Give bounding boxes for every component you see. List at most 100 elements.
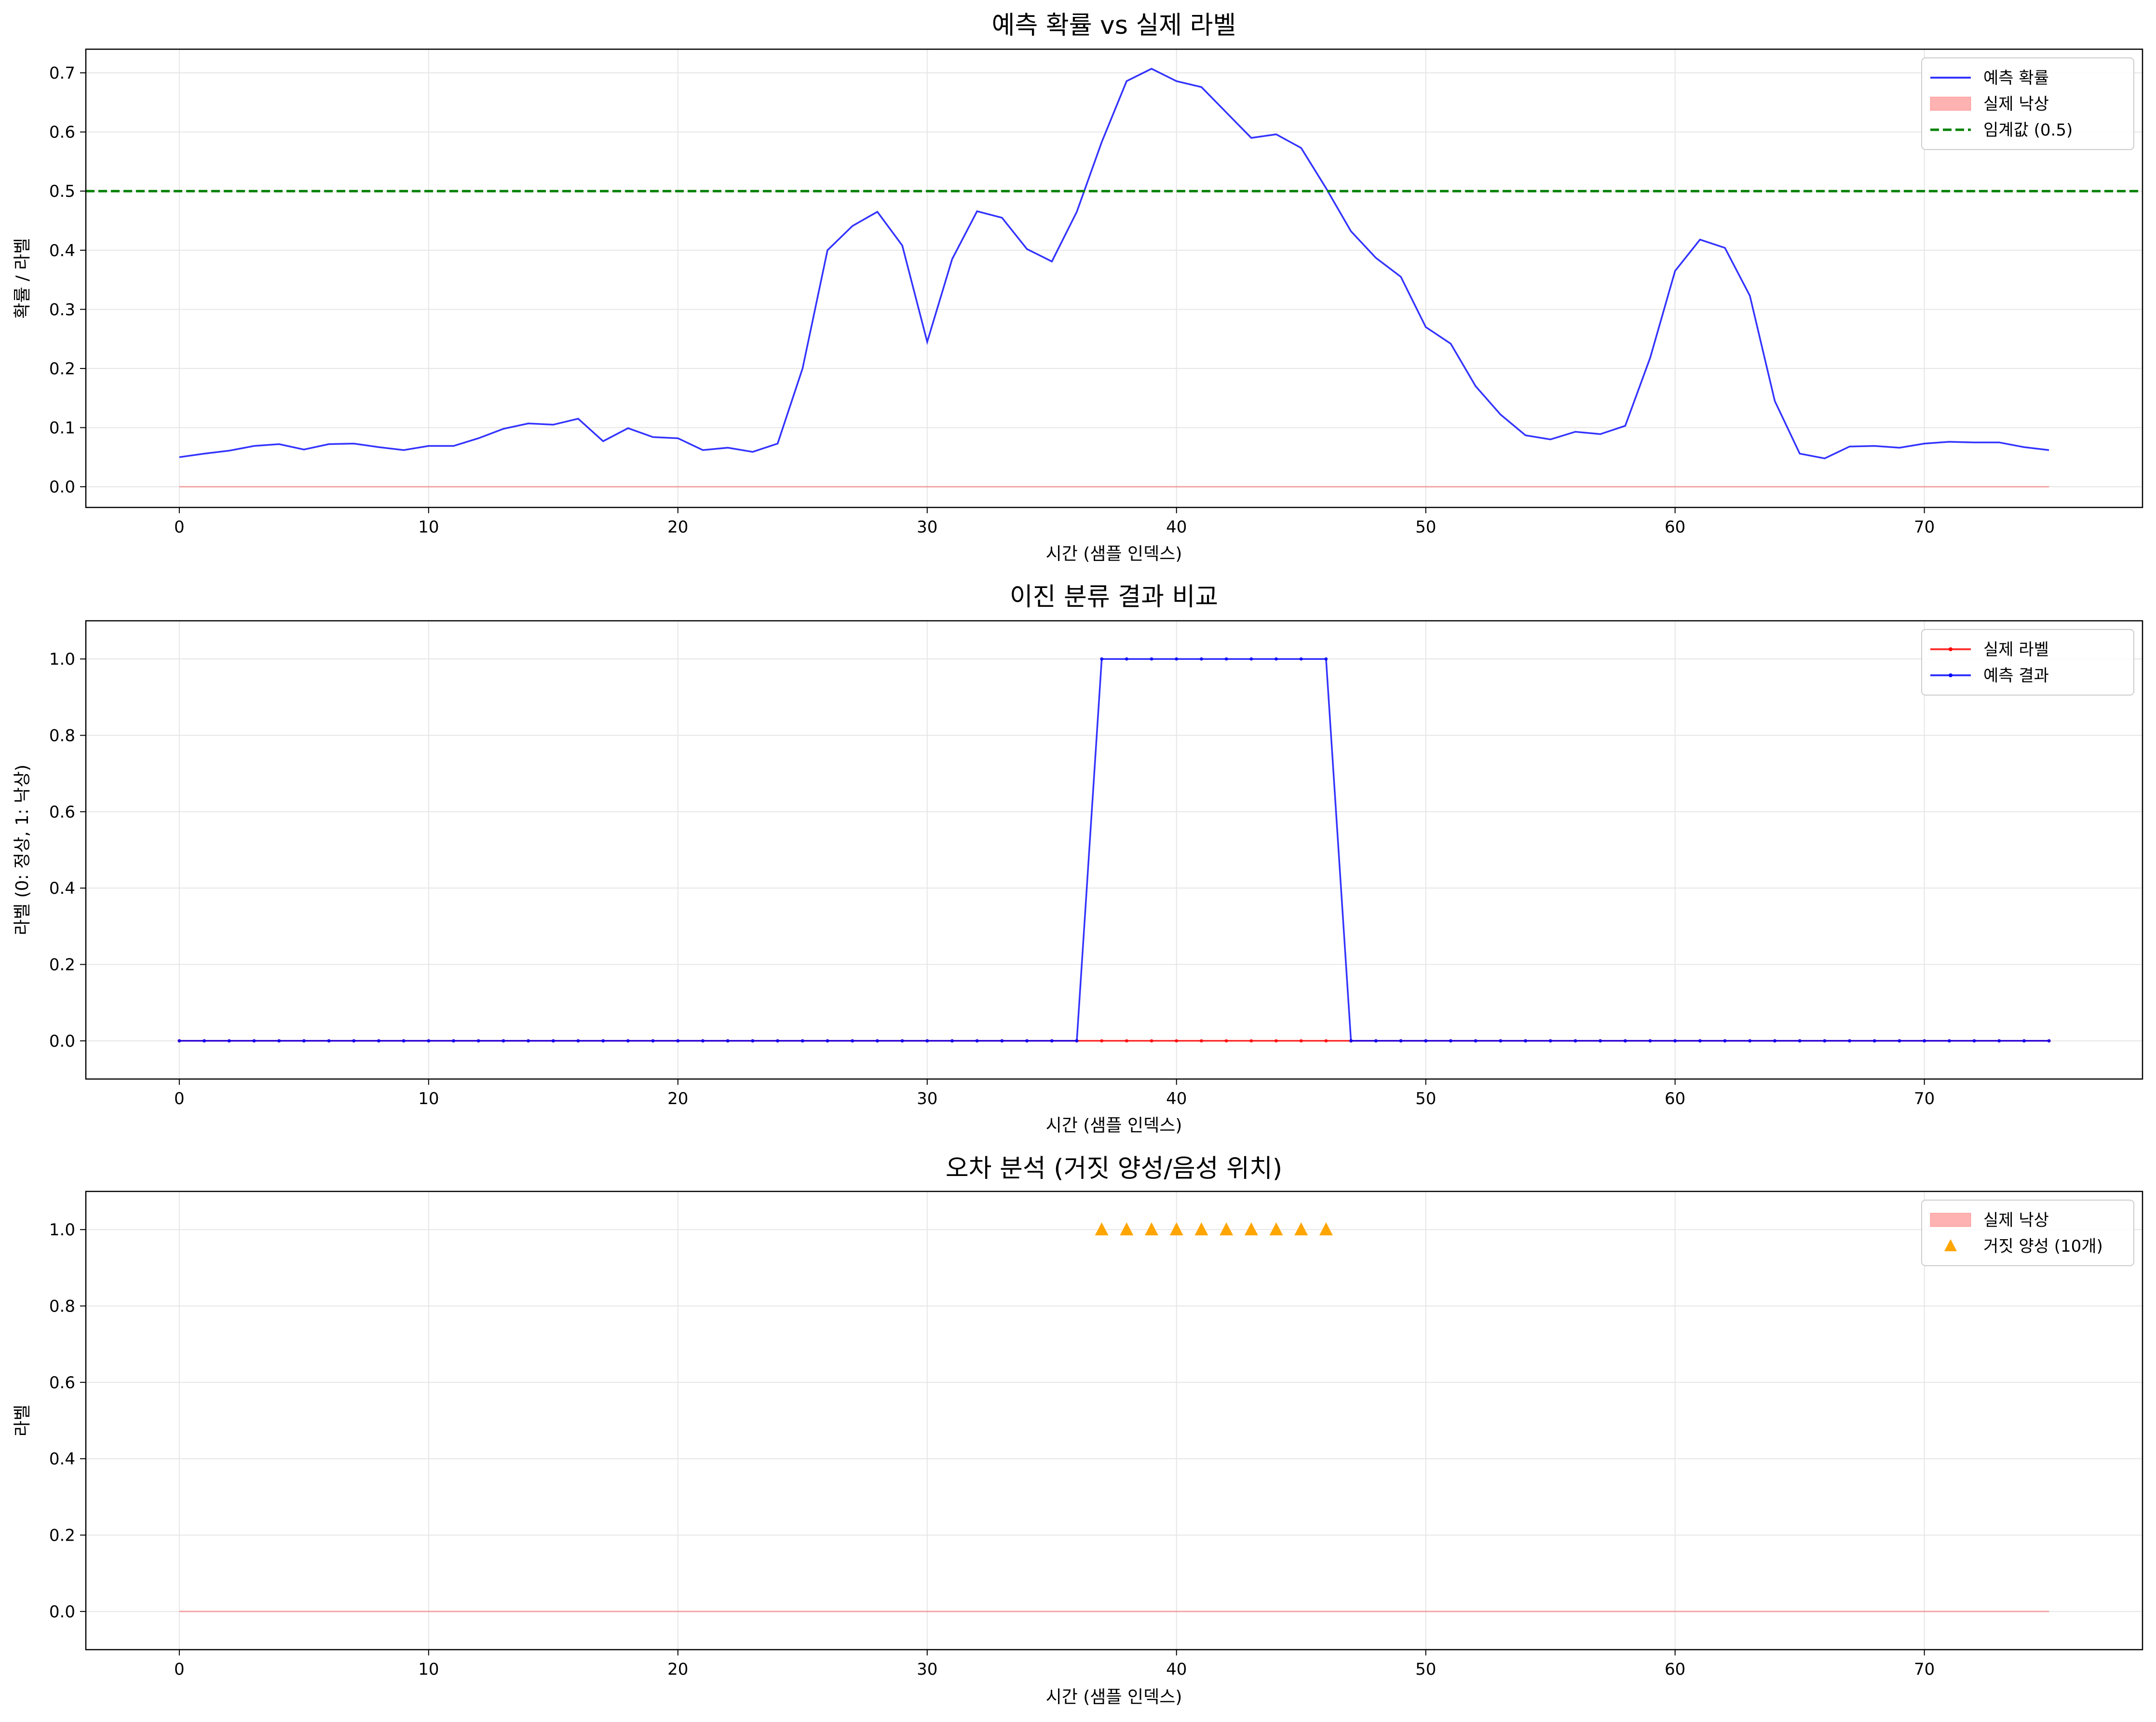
axes-frame [85,620,2143,1080]
x-tick-label: 0 [174,1660,185,1679]
series-marker [252,1039,256,1043]
series-marker [1872,1039,1876,1043]
y-tick-label: 1.0 [49,650,75,669]
false-positive-marker [1244,1222,1258,1236]
series-marker [1823,1039,1827,1043]
series-marker [1424,1039,1428,1043]
y-tick-label: 0.8 [49,1297,75,1316]
y-tick-label: 1.0 [49,1220,75,1240]
legend-label: 실제 낙상 [1983,1211,2049,1230]
series-marker [1798,1039,1802,1043]
y-tick-label: 0.2 [49,359,75,379]
series-marker [626,1039,630,1043]
series-marker [676,1039,680,1043]
y-tick-label: 0.8 [49,726,75,746]
series-line [179,658,2049,1042]
series-marker [1997,1039,2001,1043]
series-marker [177,1039,181,1043]
false-positive-marker [1145,1222,1159,1236]
y-tick-label: 0.5 [49,182,75,201]
axes-frame [85,1190,2143,1651]
series-marker [2047,1039,2051,1043]
series-marker [1000,1039,1004,1043]
error-panel-xlabel: 시간 (샘플 인덱스) [1046,1687,1182,1707]
x-tick-label: 30 [917,518,937,537]
series-marker [277,1039,281,1043]
series-marker [427,1039,431,1043]
series-marker [1698,1039,1702,1043]
series-marker [826,1039,829,1043]
actual-fall-fill [179,486,2049,488]
x-tick-label: 10 [418,1660,439,1679]
series-marker [1399,1039,1403,1043]
actual-fall-fill [179,1611,2049,1613]
x-tick-label: 10 [418,518,439,537]
series-marker [601,1039,605,1043]
series-marker [1349,1039,1353,1043]
legend-label: 거짓 양성 (10개) [1983,1237,2103,1256]
y-tick-label: 0.0 [49,478,75,497]
binary-panel-xlabel: 시간 (샘플 인덱스) [1046,1116,1182,1135]
series-marker [1374,1039,1378,1043]
series-marker [950,1039,954,1043]
probability-panel: 예측 확률 vs 실제 라벨 시간 (샘플 인덱스) 확률 / 라벨 0 10 20… [13,11,2143,564]
series-marker [1275,657,1278,661]
series-marker [1199,1039,1203,1043]
series-marker [1723,1039,1727,1043]
series-marker [1972,1039,1976,1043]
binary-panel: 이진 분류 결과 비교 시간 (샘플 인덱스) 라벨 (0: 정상, 1: 낙상… [13,583,2143,1135]
series-marker [1175,1039,1179,1043]
series-marker [1773,1039,1776,1043]
legend-triangle-swatch [1944,1239,1957,1251]
series-marker [1599,1039,1602,1043]
series-marker [1275,1039,1278,1043]
series-marker [1898,1039,1901,1043]
series-marker [800,1039,804,1043]
series-marker [751,1039,755,1043]
probability-panel-ylabel: 확률 / 라벨 [13,238,32,319]
y-tick-label: 0.1 [49,419,75,438]
x-tick-label: 60 [1665,518,1685,537]
series-marker [527,1039,530,1043]
series-marker [1025,1039,1029,1043]
x-tick-label: 40 [1166,518,1187,537]
y-tick-label: 0.2 [49,1526,75,1545]
binary-panel-title: 이진 분류 결과 비교 [1010,583,1218,612]
series-marker [327,1039,331,1043]
error-panel-ylabel: 라벨 [13,1405,32,1436]
x-tick-label: 20 [667,518,688,537]
x-tick-label: 60 [1665,1089,1685,1108]
series-marker [1249,1039,1253,1043]
series-marker [1125,1039,1128,1043]
grid [86,1191,2142,1650]
y-tick-label: 0.6 [49,1373,75,1393]
series-marker [476,1039,480,1043]
series-marker [2022,1039,2026,1043]
series-marker [975,1039,979,1043]
series-marker [1648,1039,1652,1043]
series-marker [1075,1039,1079,1043]
series-marker [925,1039,929,1043]
series-marker [1299,657,1303,661]
series-marker [1923,1039,1926,1043]
series-marker [1199,657,1203,661]
x-tick-label: 20 [667,1660,688,1679]
y-tick-label: 0.0 [49,1602,75,1622]
series-marker [1100,657,1104,661]
series-marker [1324,657,1328,661]
series-marker [352,1039,356,1043]
series-marker [776,1039,780,1043]
series-marker [1324,1039,1328,1043]
legend-patch-swatch [1930,96,1971,111]
error-panel-title: 오차 분석 (거짓 양성/음성 위치) [946,1154,1282,1183]
series-marker [1224,657,1228,661]
series-marker [1150,657,1153,661]
series-marker [576,1039,580,1043]
series-marker [726,1039,730,1043]
error-panel: 오차 분석 (거짓 양성/음성 위치) 시간 (샘플 인덱스) 라벨 0 10 20… [13,1154,2143,1707]
series-marker [502,1039,505,1043]
y-tick-label: 0.7 [49,64,75,83]
series-line [179,68,2049,460]
